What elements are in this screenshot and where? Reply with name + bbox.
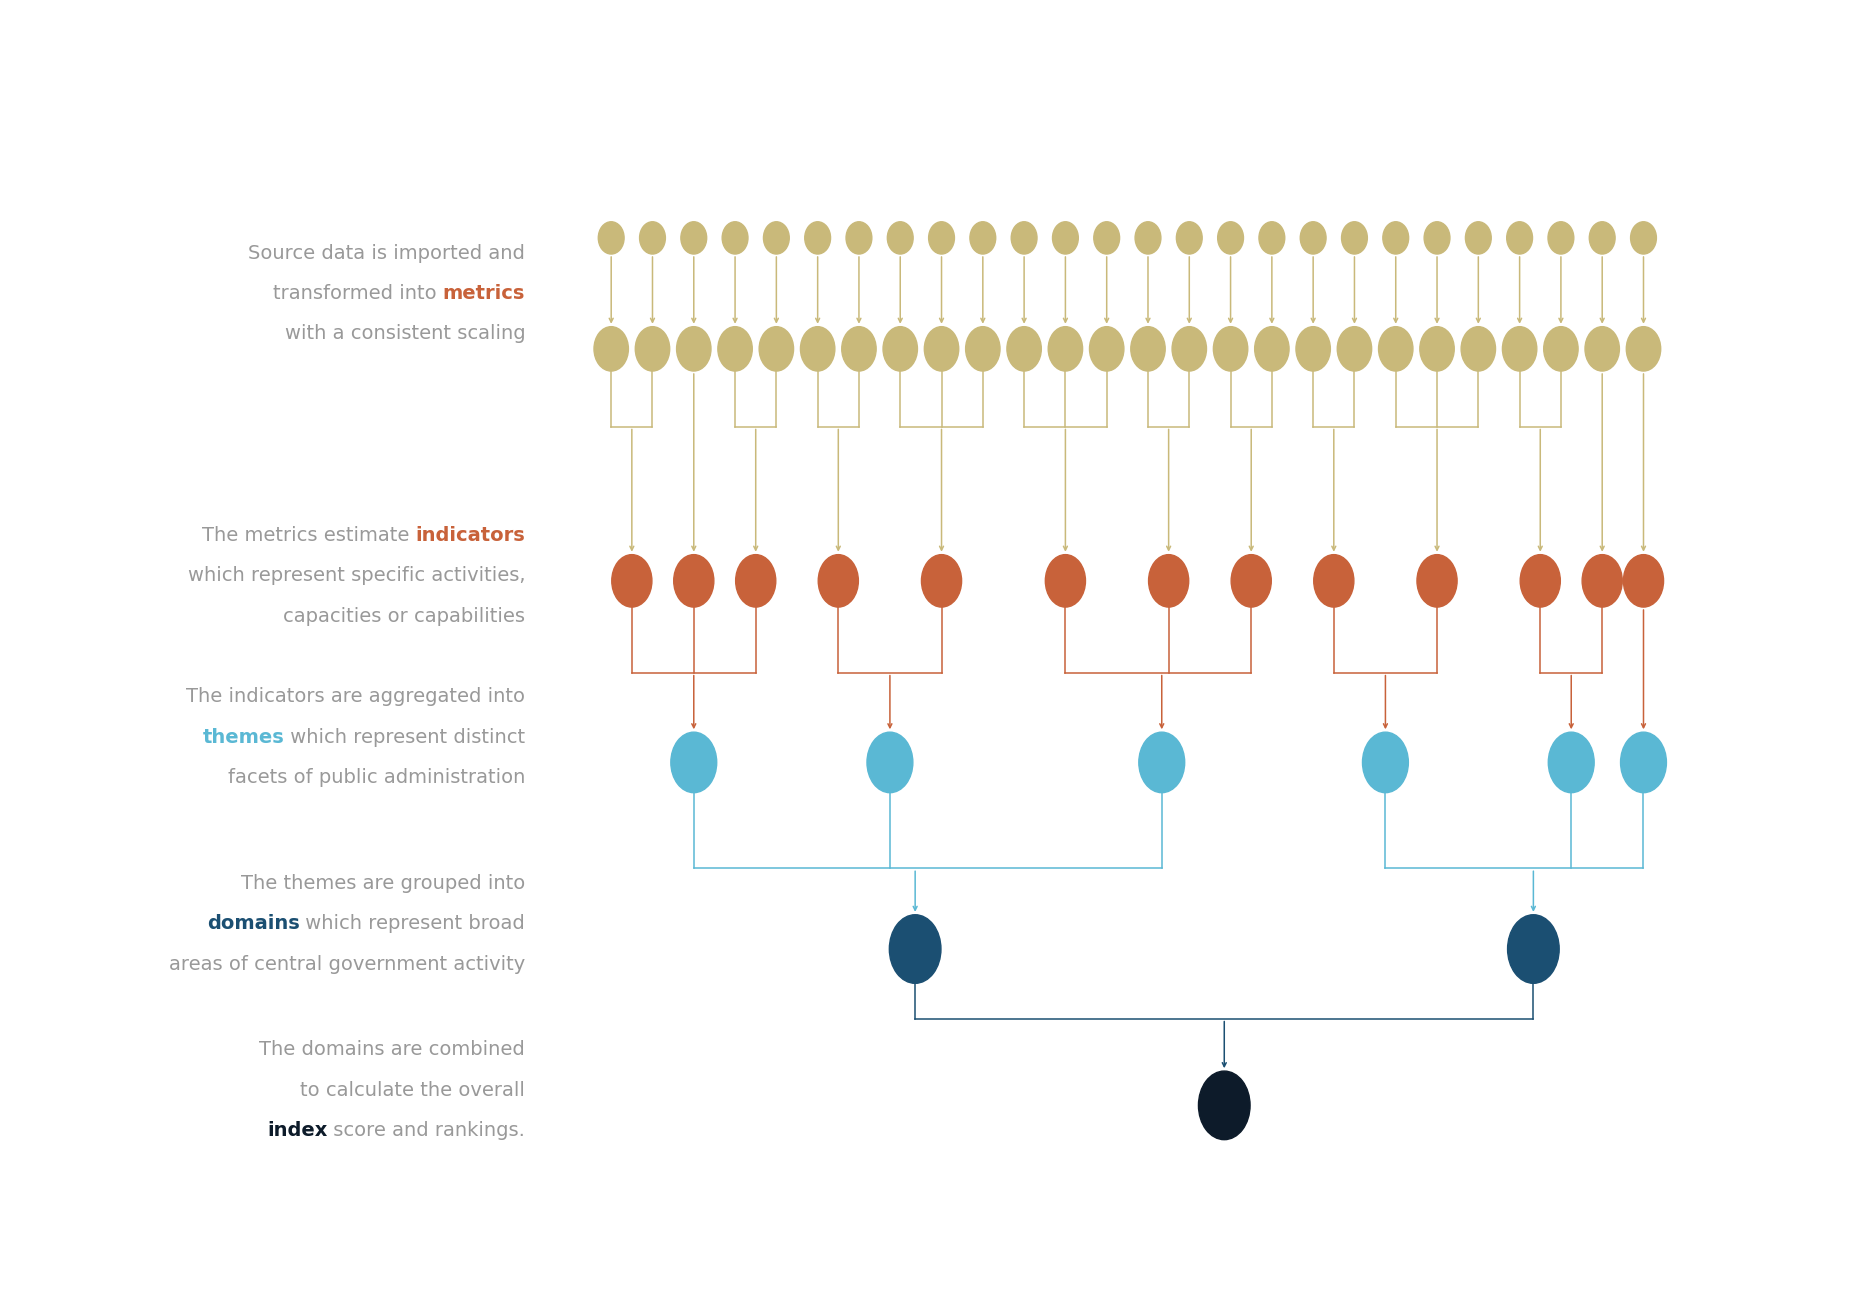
Ellipse shape: [1053, 221, 1079, 254]
Text: which represent specific activities,: which represent specific activities,: [187, 566, 525, 586]
Ellipse shape: [1624, 554, 1663, 607]
Ellipse shape: [1149, 554, 1190, 607]
Text: The themes are grouped into: The themes are grouped into: [240, 874, 525, 893]
Text: which represent distinct: which represent distinct: [285, 727, 525, 747]
Ellipse shape: [1382, 221, 1408, 254]
Ellipse shape: [598, 221, 623, 254]
Ellipse shape: [888, 221, 914, 254]
Ellipse shape: [929, 221, 955, 254]
Ellipse shape: [1006, 326, 1042, 371]
Text: domains: domains: [207, 914, 300, 933]
Ellipse shape: [1136, 221, 1162, 254]
Ellipse shape: [1314, 554, 1354, 607]
Ellipse shape: [640, 221, 666, 254]
Ellipse shape: [1177, 221, 1202, 254]
Ellipse shape: [1462, 326, 1495, 371]
Ellipse shape: [1378, 326, 1413, 371]
Text: areas of central government activity: areas of central government activity: [168, 955, 525, 973]
Ellipse shape: [1297, 326, 1330, 371]
Ellipse shape: [890, 914, 942, 984]
Ellipse shape: [594, 326, 629, 371]
Ellipse shape: [818, 554, 858, 607]
Ellipse shape: [921, 554, 962, 607]
Ellipse shape: [1582, 554, 1622, 607]
Ellipse shape: [1419, 326, 1454, 371]
Text: metrics: metrics: [442, 284, 525, 303]
Ellipse shape: [1589, 221, 1615, 254]
Ellipse shape: [1341, 221, 1367, 254]
Ellipse shape: [1508, 914, 1560, 984]
Text: score and rankings.: score and rankings.: [327, 1121, 525, 1140]
Text: transformed into: transformed into: [274, 284, 442, 303]
Ellipse shape: [1260, 221, 1284, 254]
Ellipse shape: [1130, 326, 1166, 371]
Ellipse shape: [1090, 326, 1125, 371]
Text: The domains are combined: The domains are combined: [259, 1040, 525, 1060]
Ellipse shape: [1548, 732, 1595, 793]
Ellipse shape: [966, 326, 1001, 371]
Ellipse shape: [1417, 554, 1458, 607]
Text: which represent broad: which represent broad: [300, 914, 525, 933]
Text: themes: themes: [202, 727, 285, 747]
Ellipse shape: [1626, 326, 1661, 371]
Ellipse shape: [612, 554, 651, 607]
Ellipse shape: [1543, 326, 1578, 371]
Ellipse shape: [635, 326, 670, 371]
Ellipse shape: [736, 554, 775, 607]
Ellipse shape: [1338, 326, 1371, 371]
Ellipse shape: [842, 326, 877, 371]
Ellipse shape: [1630, 221, 1656, 254]
Text: to calculate the overall: to calculate the overall: [300, 1081, 525, 1100]
Text: The indicators are aggregated into: The indicators are aggregated into: [187, 688, 525, 706]
Ellipse shape: [718, 326, 753, 371]
Ellipse shape: [1199, 1072, 1251, 1140]
Ellipse shape: [1254, 326, 1289, 371]
Ellipse shape: [1093, 221, 1119, 254]
Ellipse shape: [1173, 326, 1206, 371]
Ellipse shape: [801, 326, 834, 371]
Ellipse shape: [868, 732, 912, 793]
Ellipse shape: [1230, 554, 1271, 607]
Ellipse shape: [805, 221, 831, 254]
Ellipse shape: [1214, 326, 1247, 371]
Ellipse shape: [1465, 221, 1491, 254]
Ellipse shape: [1506, 221, 1532, 254]
Text: with a consistent scaling: with a consistent scaling: [285, 324, 525, 343]
Ellipse shape: [1621, 732, 1667, 793]
Text: The metrics estimate: The metrics estimate: [202, 525, 416, 545]
Ellipse shape: [1362, 732, 1408, 793]
Ellipse shape: [673, 554, 714, 607]
Ellipse shape: [882, 326, 918, 371]
Ellipse shape: [1585, 326, 1619, 371]
Ellipse shape: [925, 326, 958, 371]
Ellipse shape: [1424, 221, 1450, 254]
Ellipse shape: [672, 732, 716, 793]
Text: Source data is imported and: Source data is imported and: [248, 244, 525, 262]
Text: facets of public administration: facets of public administration: [228, 768, 525, 787]
Ellipse shape: [1301, 221, 1326, 254]
Ellipse shape: [1502, 326, 1537, 371]
Text: capacities or capabilities: capacities or capabilities: [283, 607, 525, 626]
Ellipse shape: [677, 326, 710, 371]
Ellipse shape: [1045, 554, 1086, 607]
Ellipse shape: [758, 326, 794, 371]
Ellipse shape: [1217, 221, 1243, 254]
Ellipse shape: [845, 221, 871, 254]
Ellipse shape: [722, 221, 747, 254]
Ellipse shape: [1049, 326, 1082, 371]
Ellipse shape: [764, 221, 790, 254]
Ellipse shape: [1548, 221, 1574, 254]
Text: indicators: indicators: [416, 525, 525, 545]
Text: index: index: [266, 1121, 327, 1140]
Ellipse shape: [1140, 732, 1184, 793]
Ellipse shape: [1521, 554, 1560, 607]
Ellipse shape: [681, 221, 707, 254]
Ellipse shape: [969, 221, 995, 254]
Ellipse shape: [1012, 221, 1038, 254]
